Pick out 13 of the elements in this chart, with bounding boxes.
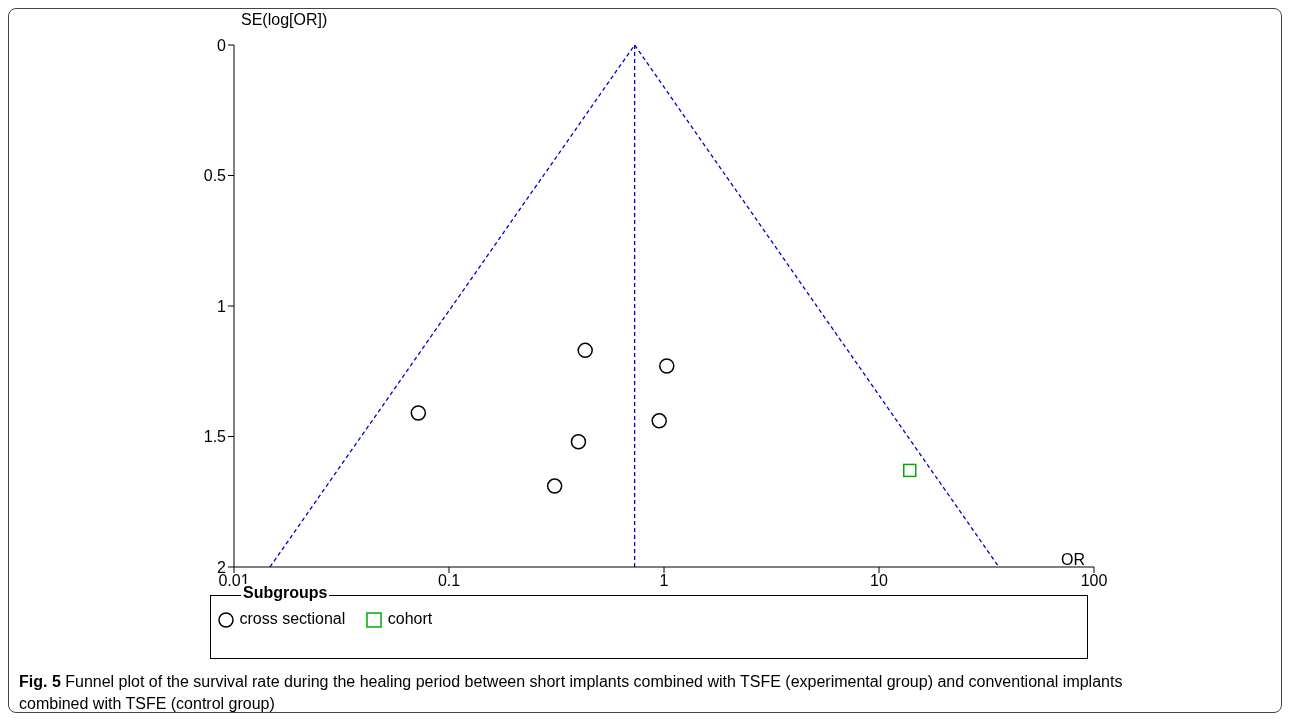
x-tick-label: 100 xyxy=(1080,572,1108,590)
y-axis-title: SE(log[OR]) xyxy=(241,11,328,29)
y-tick-label: 1.5 xyxy=(203,428,227,446)
x-tick-label: 1 xyxy=(659,572,669,590)
caption: Fig. 5 Funnel plot of the survival rate during the healing period between short implants combined with TSFE (experimental group) and conventional implants combined with TSFE (control group) xyxy=(19,672,1124,714)
x-tick-label: 0.1 xyxy=(437,572,461,590)
x-tick-label: 10 xyxy=(870,572,888,590)
y-tick-label: 0 xyxy=(217,36,227,54)
y-tick-label: 0.5 xyxy=(203,167,227,185)
x-axis-title: OR xyxy=(1061,551,1085,569)
y-tick-label: 1 xyxy=(217,297,227,315)
legend-label: cohort xyxy=(386,610,433,629)
legend-label: cross sectional xyxy=(238,610,346,629)
